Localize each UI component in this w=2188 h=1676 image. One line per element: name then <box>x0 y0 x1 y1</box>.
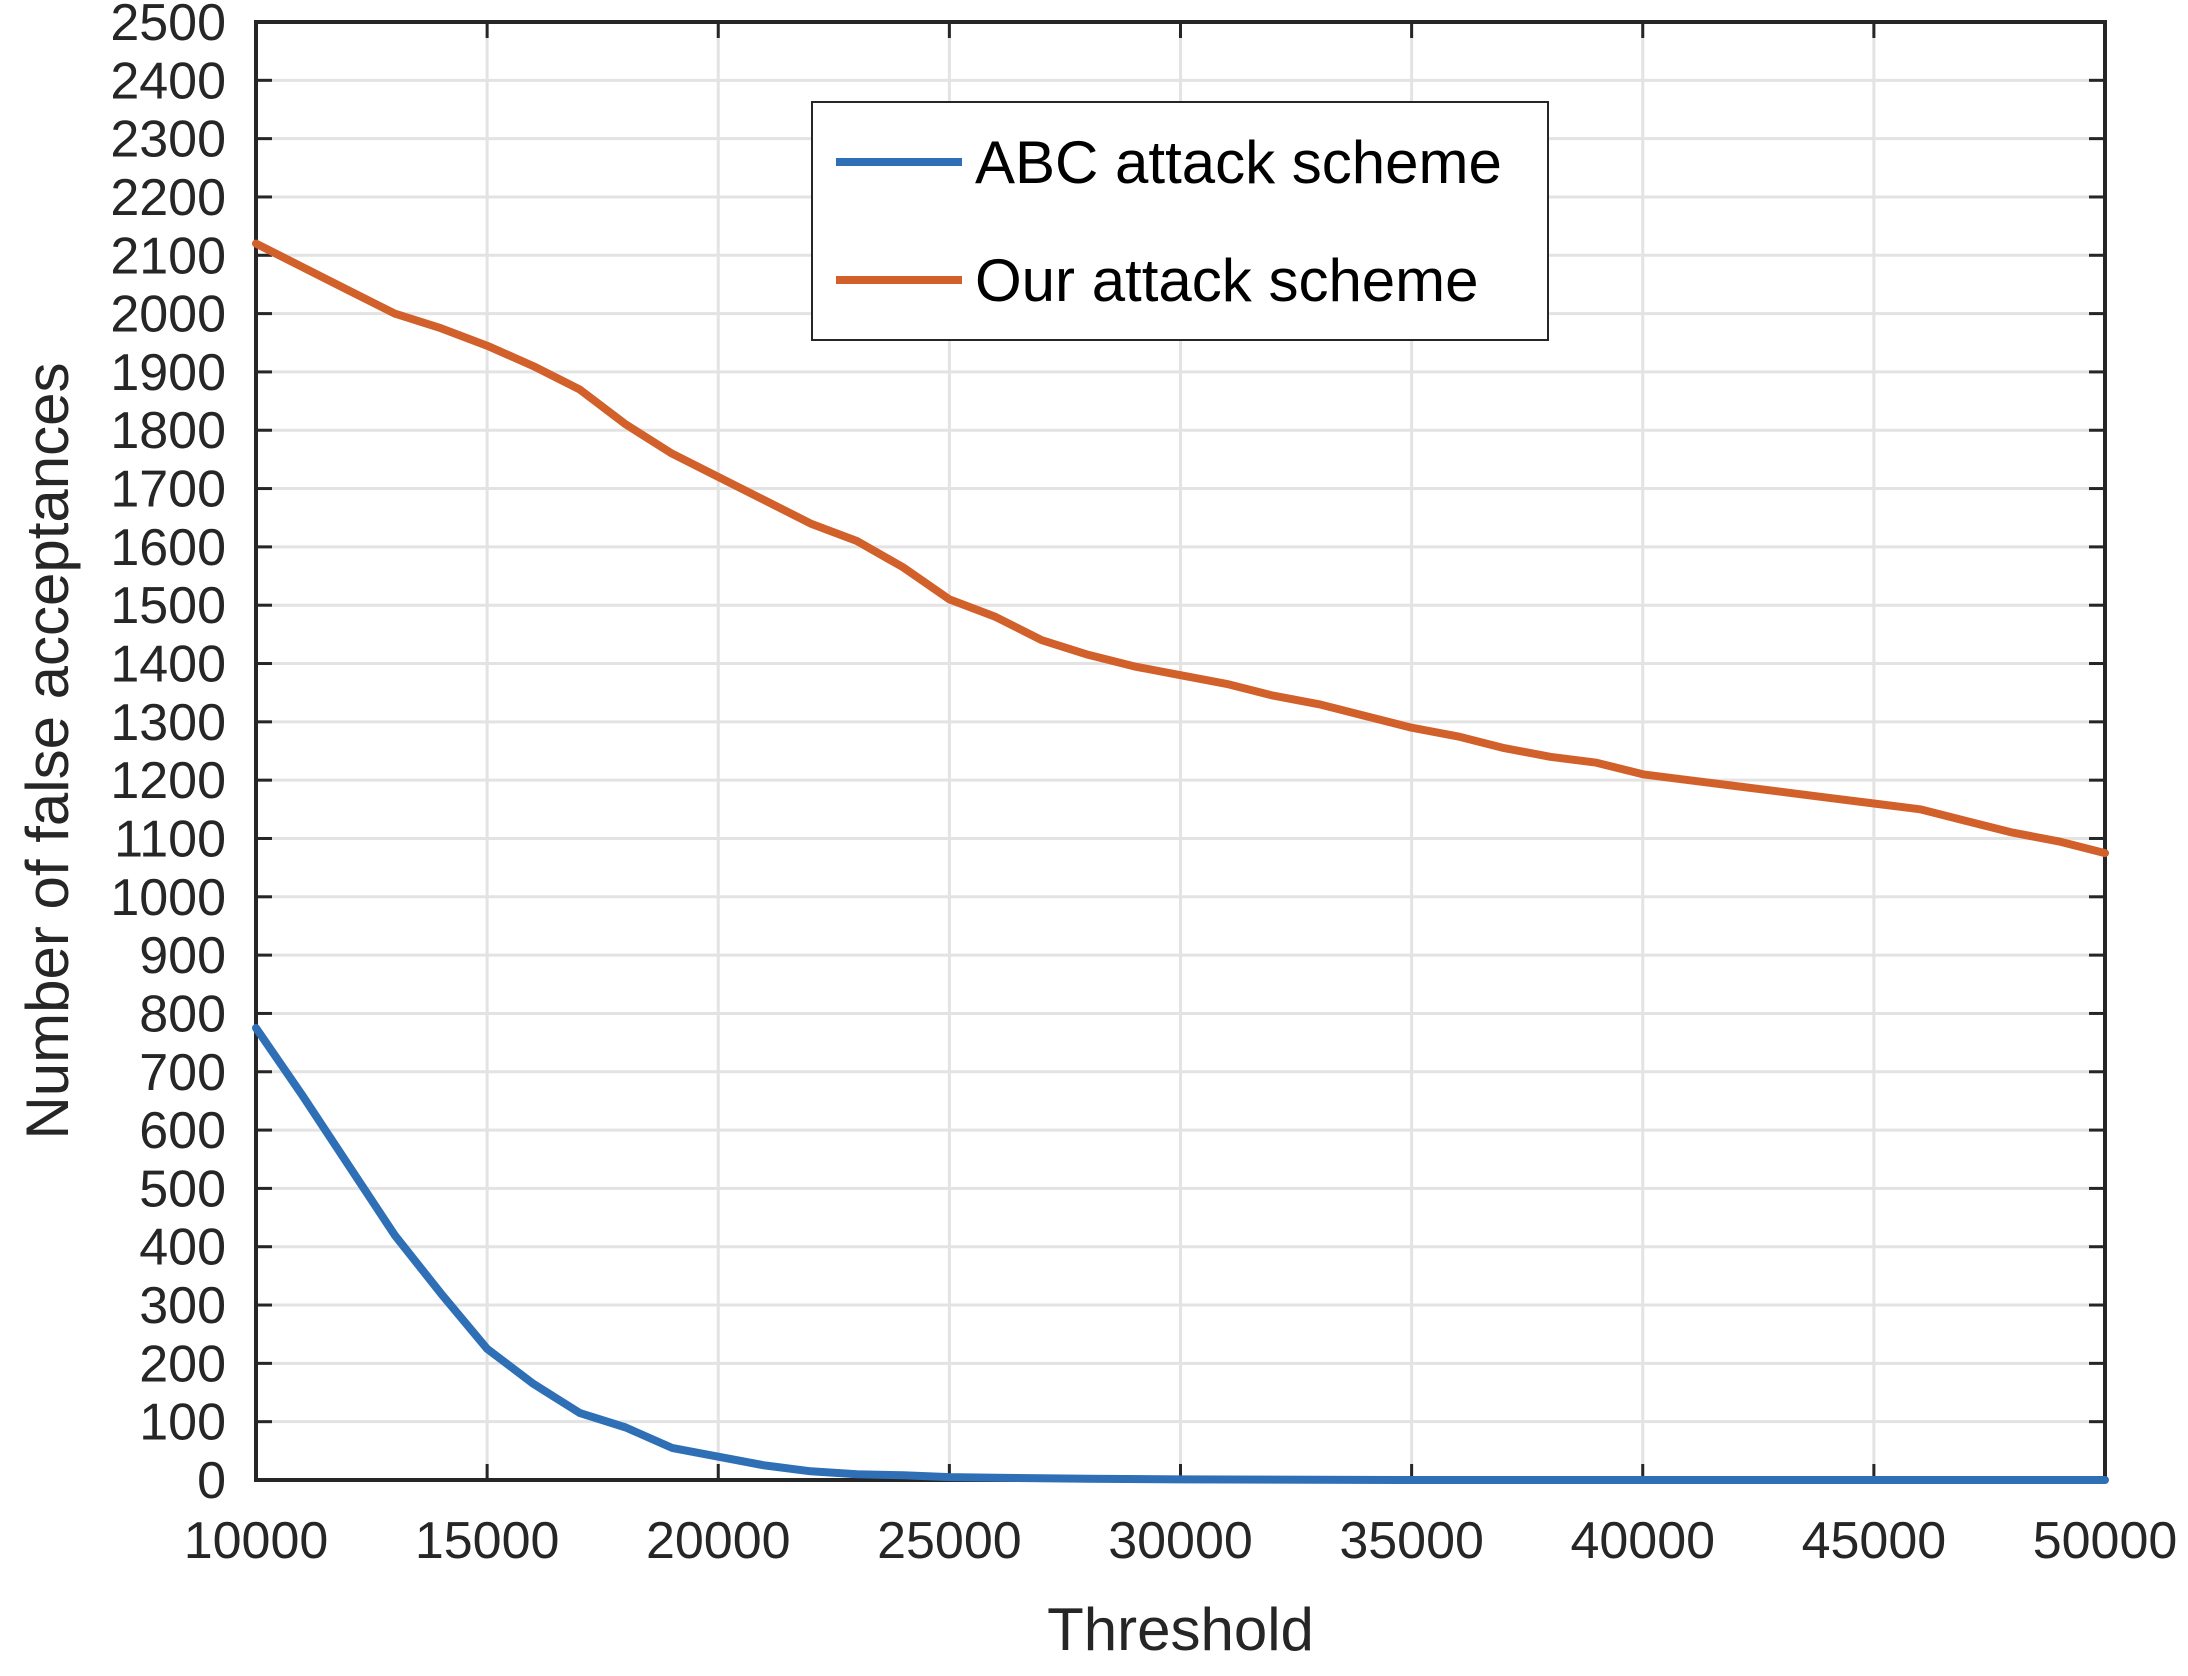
y-tick-label: 1400 <box>110 636 226 694</box>
y-tick-label: 2200 <box>110 169 226 227</box>
y-tick-label: 1600 <box>110 519 226 577</box>
y-tick-label: 1000 <box>110 869 226 927</box>
x-tick-label: 25000 <box>877 1512 1022 1570</box>
x-tick-label: 20000 <box>646 1512 791 1570</box>
y-tick-label: 1100 <box>114 810 226 868</box>
x-tick-label: 10000 <box>184 1512 329 1570</box>
series-line-our-attack-scheme <box>252 239 2109 858</box>
x-tick-label: 50000 <box>2033 1512 2178 1570</box>
x-axis-title: Threshold <box>1047 1596 1314 1663</box>
y-tick-label: 1300 <box>110 694 226 752</box>
x-tick-label: 15000 <box>415 1512 560 1570</box>
y-tick-label: 1500 <box>110 577 226 635</box>
y-tick-label: 2300 <box>110 111 226 169</box>
x-tick-label: 35000 <box>1339 1512 1484 1570</box>
y-tick-label: 200 <box>139 1335 226 1393</box>
y-tick-label: 0 <box>197 1452 226 1510</box>
y-tick-label: 2000 <box>110 286 226 344</box>
legend-entry-abc-attack-scheme: ABC attack scheme <box>975 129 1502 196</box>
y-tick-label: 1900 <box>110 344 226 402</box>
legend-entry-our-attack-scheme: Our attack scheme <box>975 247 1479 314</box>
y-tick-label: 2500 <box>110 0 226 52</box>
y-tick-label: 100 <box>139 1394 226 1452</box>
legend-box <box>811 101 1549 341</box>
y-axis-title: Number of false acceptances <box>14 362 81 1139</box>
y-tick-label: 300 <box>139 1277 226 1335</box>
y-tick-label: 600 <box>139 1102 226 1160</box>
y-tick-label: 2400 <box>110 52 226 110</box>
y-tick-label: 700 <box>139 1044 226 1102</box>
x-tick-label: 40000 <box>1570 1512 1715 1570</box>
x-tick-label: 45000 <box>1802 1512 1947 1570</box>
series-lines <box>252 239 2109 1484</box>
y-tick-label: 800 <box>139 985 226 1043</box>
y-tick-label: 1800 <box>110 402 226 460</box>
y-tick-label: 500 <box>139 1160 226 1218</box>
series-line-abc-attack-scheme <box>252 1024 2109 1484</box>
y-tick-label: 1200 <box>110 752 226 810</box>
y-tick-labels: 0100200300400500600700800900100011001200… <box>110 0 226 1510</box>
legend: ABC attack scheme Our attack scheme <box>811 101 1549 341</box>
y-tick-label: 2100 <box>110 227 226 285</box>
y-tick-label: 400 <box>139 1219 226 1277</box>
x-tick-labels: 10000 15000 20000 25000 30000 35000 40000 45000… <box>184 1512 2178 1570</box>
x-tick-label: 30000 <box>1108 1512 1253 1570</box>
y-tick-label: 1700 <box>110 461 226 519</box>
y-tick-label: 900 <box>139 927 226 985</box>
